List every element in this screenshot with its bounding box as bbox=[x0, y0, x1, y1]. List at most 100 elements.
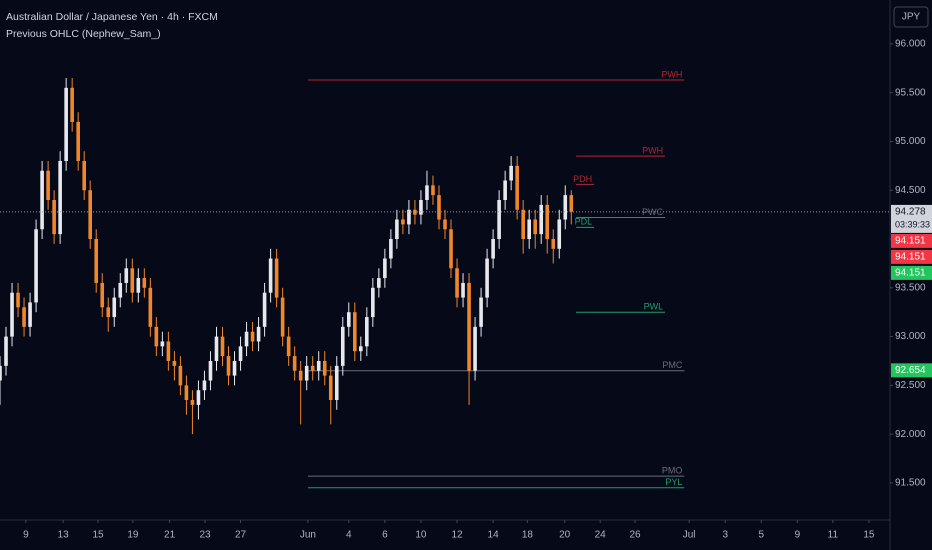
candle-body bbox=[220, 336, 225, 357]
candle-body bbox=[112, 297, 117, 318]
price-label-box bbox=[891, 265, 932, 280]
candle-body bbox=[106, 307, 111, 318]
candle-body bbox=[286, 336, 291, 357]
candle-body bbox=[545, 204, 550, 240]
candle-body bbox=[262, 292, 267, 327]
x-tick-label: 21 bbox=[164, 530, 176, 541]
x-tick-label: 24 bbox=[595, 530, 607, 541]
candle-body bbox=[407, 209, 411, 225]
y-tick-label: 95.000 bbox=[895, 136, 926, 147]
x-tick-label: 9 bbox=[795, 530, 801, 541]
x-tick-label: 18 bbox=[522, 530, 534, 541]
x-tick-label: 10 bbox=[415, 530, 427, 541]
x-tick-label: 5 bbox=[759, 530, 765, 541]
candle-body bbox=[292, 356, 297, 371]
candle-body bbox=[214, 336, 219, 361]
candle-body bbox=[202, 380, 207, 391]
candle-body bbox=[359, 346, 363, 352]
candle-body bbox=[383, 258, 387, 279]
candle-body bbox=[136, 278, 141, 293]
candle-body bbox=[250, 331, 255, 342]
candle-body bbox=[22, 307, 26, 327]
countdown: 03:39:33 bbox=[895, 219, 930, 229]
candle-body bbox=[172, 360, 177, 366]
candle-body bbox=[551, 239, 556, 249]
y-tick-label: 91.500 bbox=[895, 478, 926, 489]
candle-body bbox=[425, 185, 429, 200]
candle-body bbox=[166, 341, 171, 361]
candle-body bbox=[521, 209, 525, 240]
candle-body bbox=[533, 219, 538, 235]
candle-body bbox=[557, 219, 562, 249]
x-tick-label: Jun bbox=[300, 530, 316, 541]
y-tick-label: 94.500 bbox=[895, 185, 926, 196]
candle-body bbox=[184, 385, 189, 400]
x-tick-label: 15 bbox=[92, 530, 104, 541]
candle-body bbox=[340, 326, 345, 366]
candle-body bbox=[10, 292, 14, 337]
candle-body bbox=[178, 365, 183, 386]
candle-body bbox=[461, 282, 465, 298]
candle-body bbox=[431, 185, 435, 196]
candle-body bbox=[124, 268, 129, 283]
currency-label[interactable]: JPY bbox=[902, 12, 921, 23]
x-tick-label: 14 bbox=[488, 530, 500, 541]
candle-body bbox=[64, 87, 68, 161]
candle-body bbox=[539, 204, 544, 235]
candle-body bbox=[70, 87, 74, 122]
candle-body bbox=[274, 258, 279, 298]
y-tick-label: 95.500 bbox=[895, 87, 926, 98]
candle-body bbox=[328, 375, 333, 400]
candle-body bbox=[142, 278, 147, 288]
candle-body bbox=[515, 165, 519, 210]
candle-body bbox=[58, 160, 62, 235]
x-tick-label: 13 bbox=[58, 530, 70, 541]
candle-body bbox=[304, 365, 309, 381]
x-tick-label: 20 bbox=[559, 530, 571, 541]
x-tick-label: 23 bbox=[199, 530, 211, 541]
indicator-name: Previous OHLC (Nephew_Sam_) bbox=[6, 28, 161, 40]
level-label: PWH bbox=[642, 145, 663, 155]
x-tick-label: 26 bbox=[629, 530, 641, 541]
candle-body bbox=[473, 326, 477, 371]
candle-body bbox=[365, 317, 369, 347]
candle-body bbox=[256, 326, 261, 342]
candle-body bbox=[0, 365, 2, 381]
candle-body bbox=[395, 219, 399, 240]
candle-body bbox=[46, 170, 50, 200]
candle-body bbox=[190, 400, 195, 405]
candle-body bbox=[82, 160, 86, 191]
candle-body bbox=[569, 195, 574, 212]
price-label: 94.151 bbox=[895, 236, 926, 247]
currency-button[interactable] bbox=[893, 6, 929, 28]
candle-body bbox=[377, 278, 381, 288]
candle-body bbox=[322, 360, 327, 376]
candle-body bbox=[503, 180, 507, 200]
candle-body bbox=[52, 200, 56, 235]
x-tick-label: 19 bbox=[127, 530, 139, 541]
candle-body bbox=[130, 268, 135, 293]
candle-body bbox=[437, 195, 441, 220]
x-tick-label: 6 bbox=[382, 530, 388, 541]
candle-body bbox=[148, 287, 153, 327]
x-tick-label: 27 bbox=[235, 530, 247, 541]
candle-body bbox=[491, 239, 495, 259]
candle-body bbox=[34, 229, 38, 303]
y-tick-label: 92.500 bbox=[895, 380, 926, 391]
price-label-box bbox=[891, 233, 932, 248]
candle-body bbox=[118, 282, 123, 298]
x-tick-label: 12 bbox=[451, 530, 463, 541]
price-label: 92.654 bbox=[895, 365, 926, 376]
candle-body bbox=[371, 287, 375, 318]
level-label: PMO bbox=[662, 465, 683, 475]
level-label: PWH bbox=[661, 69, 682, 79]
candle-body bbox=[346, 312, 351, 327]
candle-body bbox=[334, 365, 339, 400]
candle-body bbox=[28, 302, 32, 327]
candle-body bbox=[401, 219, 405, 225]
candle-body bbox=[316, 360, 321, 371]
price-label-box bbox=[891, 249, 932, 264]
candle-body bbox=[310, 365, 315, 371]
candle-body bbox=[16, 292, 20, 308]
